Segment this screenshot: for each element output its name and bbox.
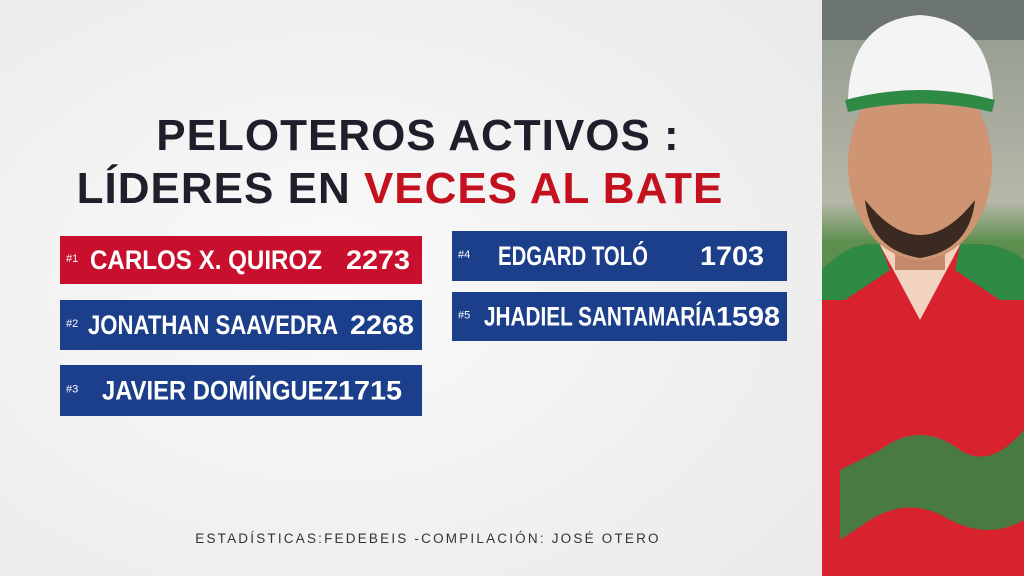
leader-box [60,365,422,416]
title-line: PELOTEROS ACTIVOS : [156,111,679,160]
title-line: LÍDERES EN VECES AL BATE [77,163,724,213]
player-name: EDGARD TOLÓ [498,240,648,271]
leader-box [452,292,787,341]
at-bats: 2268 [350,310,414,340]
rank: #2 [66,318,78,330]
at-bats: 2273 [346,245,410,275]
at-bats: 1715 [338,376,402,406]
player-name: CARLOS X. QUIROZ [90,245,322,275]
player-name: JONATHAN SAAVEDRA [88,310,338,340]
background [0,0,822,576]
player-name: JAVIER DOMÍNGUEZ [102,375,338,406]
at-bats: 1703 [700,241,764,271]
rank: #3 [66,384,78,396]
player-photo [822,0,1024,576]
leader-list: #1 CARLOS X. QUIROZ 2273 #2 JONATHAN SAAVEDR… [60,231,787,416]
leader-box [452,231,787,281]
rank: #5 [458,310,470,322]
title-highlight: VECES AL BATE [364,164,723,213]
player-name: JHADIEL SANTAMARÍA [484,301,716,332]
title-text: LÍDERES EN [77,163,364,213]
at-bats: 1598 [716,302,780,332]
rank: #4 [458,249,470,261]
leader-box [60,300,422,350]
footer: ESTADÍSTICAS:FEDEBEIS -COMPILACIÓN: JOSÉ… [195,531,661,546]
leader-box [60,236,422,284]
rank: #1 [66,253,78,265]
